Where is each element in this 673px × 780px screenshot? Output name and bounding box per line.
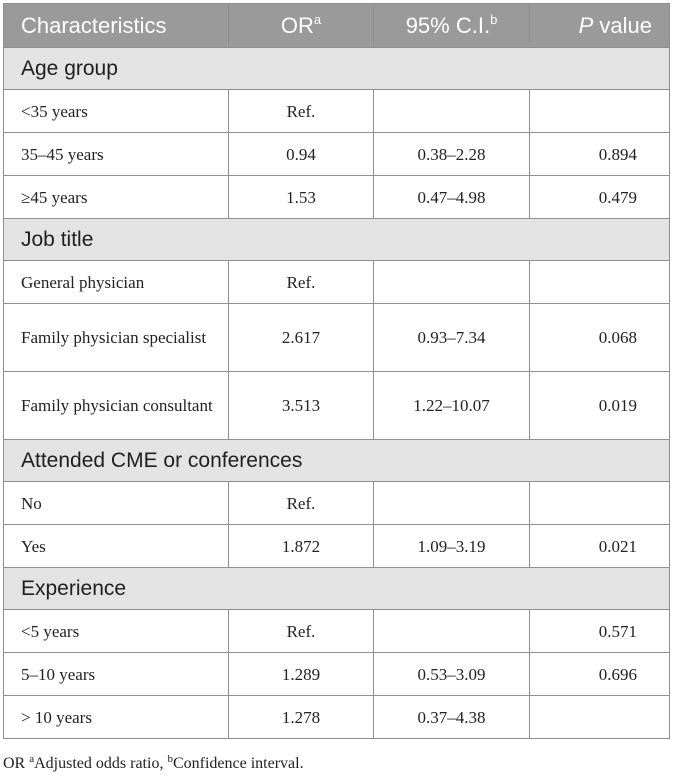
row-or: Ref.	[228, 481, 374, 525]
row-label: Family physician specialist	[3, 303, 229, 372]
header-or-superscript: a	[313, 11, 322, 27]
row-ci	[373, 260, 530, 304]
row-ci: 0.37–4.38	[373, 695, 530, 739]
header-p-rest: value	[593, 12, 652, 38]
table-row: ≥45 years 1.53 0.47–4.98 0.479	[3, 175, 670, 219]
table-row: 5–10 years 1.289 0.53–3.09 0.696	[3, 652, 670, 696]
section-title: Experience	[3, 567, 670, 610]
header-characteristics: Characteristics	[3, 3, 229, 48]
header-p-italic: P	[578, 12, 594, 38]
section-row-experience: Experience	[3, 567, 670, 610]
row-or: 0.94	[228, 132, 374, 176]
row-ci	[373, 481, 530, 525]
header-ci-label: 95% C.I.	[405, 12, 491, 38]
row-or: 1.278	[228, 695, 374, 739]
footnote-text-a: Adjusted odds ratio,	[34, 755, 168, 772]
row-or: 2.617	[228, 303, 374, 372]
row-p-value: 0.696	[529, 652, 670, 696]
row-or: 1.872	[228, 524, 374, 568]
row-ci: 1.09–3.19	[373, 524, 530, 568]
row-p-value	[529, 695, 670, 739]
row-label: > 10 years	[3, 695, 229, 739]
row-ci: 0.47–4.98	[373, 175, 530, 219]
row-or: 1.289	[228, 652, 374, 696]
row-label: General physician	[3, 260, 229, 304]
row-p-value	[529, 481, 670, 525]
section-row-job-title: Job title	[3, 218, 670, 261]
row-p-value: 0.068	[529, 303, 670, 372]
section-title: Job title	[3, 218, 670, 261]
section-title: Attended CME or conferences	[3, 439, 670, 482]
odds-ratio-table: Characteristics ORa 95% C.I.b P value Ag…	[3, 3, 670, 739]
header-or: ORa	[228, 3, 374, 48]
section-title: Age group	[3, 47, 670, 90]
table-row: Family physician specialist 2.617 0.93–7…	[3, 303, 670, 372]
row-ci: 0.53–3.09	[373, 652, 530, 696]
row-label: Family physician consultant	[3, 371, 229, 440]
row-label: <35 years	[3, 89, 229, 133]
header-ci: 95% C.I.b	[373, 3, 530, 48]
row-or: Ref.	[228, 89, 374, 133]
row-p-value: 0.021	[529, 524, 670, 568]
row-or: 1.53	[228, 175, 374, 219]
row-or: Ref.	[228, 609, 374, 653]
row-p-value	[529, 89, 670, 133]
row-label: <5 years	[3, 609, 229, 653]
table-row: General physician Ref.	[3, 260, 670, 304]
header-p-value: P value	[529, 3, 670, 48]
row-ci	[373, 609, 530, 653]
table-row: > 10 years 1.278 0.37–4.38	[3, 695, 670, 739]
row-label: ≥45 years	[3, 175, 229, 219]
section-row-age-group: Age group	[3, 47, 670, 90]
table-footnote: OR aAdjusted odds ratio, bConfidence int…	[3, 753, 304, 773]
footnote-sup-a: a	[29, 753, 35, 765]
table-row: No Ref.	[3, 481, 670, 525]
footnote-prefix: OR	[3, 755, 30, 772]
table-row: 35–45 years 0.94 0.38–2.28 0.894	[3, 132, 670, 176]
row-label: No	[3, 481, 229, 525]
row-label: 35–45 years	[3, 132, 229, 176]
row-p-value: 0.571	[529, 609, 670, 653]
row-label: 5–10 years	[3, 652, 229, 696]
row-or: 3.513	[228, 371, 374, 440]
row-ci: 0.38–2.28	[373, 132, 530, 176]
row-p-value: 0.479	[529, 175, 670, 219]
row-ci: 0.93–7.34	[373, 303, 530, 372]
header-or-label: OR	[280, 12, 314, 38]
section-row-cme: Attended CME or conferences	[3, 439, 670, 482]
row-ci	[373, 89, 530, 133]
row-p-value: 0.894	[529, 132, 670, 176]
table-row: <5 years Ref. 0.571	[3, 609, 670, 653]
table-header-row: Characteristics ORa 95% C.I.b P value	[3, 3, 670, 48]
row-p-value	[529, 260, 670, 304]
table-row: Yes 1.872 1.09–3.19 0.021	[3, 524, 670, 568]
row-ci: 1.22–10.07	[373, 371, 530, 440]
row-p-value: 0.019	[529, 371, 670, 440]
row-or: Ref.	[228, 260, 374, 304]
footnote-sup-b: b	[167, 753, 173, 765]
header-ci-superscript: b	[490, 11, 498, 27]
row-label: Yes	[3, 524, 229, 568]
footnote-text-b: Confidence interval.	[172, 755, 304, 772]
table-row: <35 years Ref.	[3, 89, 670, 133]
table-row: Family physician consultant 3.513 1.22–1…	[3, 371, 670, 440]
